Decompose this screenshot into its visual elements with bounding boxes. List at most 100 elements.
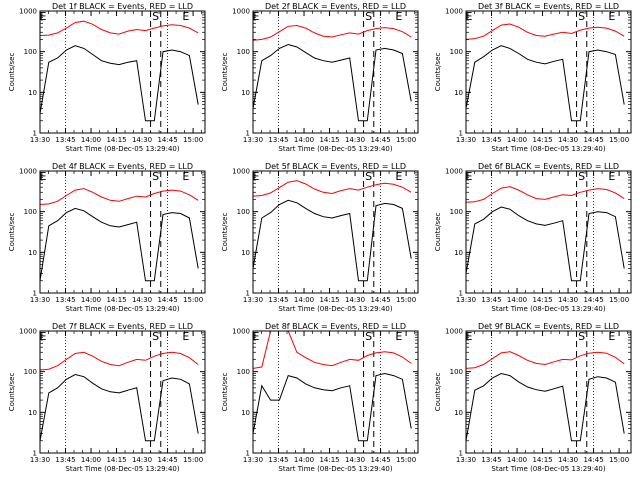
x-tick-label: 14:00: [294, 296, 314, 304]
eclipse-marker: E: [395, 170, 402, 183]
x-tick-label: 14:30: [345, 136, 365, 144]
plot-frame: [465, 330, 632, 454]
x-tick-label: 14:15: [532, 136, 552, 144]
y-tick-label: 10: [28, 89, 37, 97]
x-tick-label: 14:15: [532, 296, 552, 304]
x-tick-label: 14:00: [81, 136, 101, 144]
eclipse-marker: E: [40, 330, 47, 343]
x-axis-label: Start Time (08-Dec-05 13:29:40): [278, 465, 392, 473]
panel-title: Det 5f BLACK = Events, RED = LLD: [265, 162, 406, 171]
x-tick-label: 14:00: [81, 456, 101, 464]
x-tick-label: 13:45: [481, 456, 501, 464]
y-tick-label: 100: [450, 368, 463, 376]
y-tick-label: 1: [459, 290, 463, 298]
x-tick-label: 13:30: [456, 136, 476, 144]
panel-1: Det 1f BLACK = Events, RED = LLD 1 10 100 10…: [8, 2, 206, 153]
x-tick-label: 14:00: [81, 296, 101, 304]
saa-start-marker: S: [365, 170, 372, 183]
x-tick-label: 14:00: [507, 296, 527, 304]
panel-5: Det 5f BLACK = Events, RED = LLD 1 10 100 10…: [221, 162, 419, 313]
y-tick-label: 100: [450, 48, 463, 56]
x-tick-label: 14:15: [106, 456, 126, 464]
x-tick-label: 14:45: [583, 296, 603, 304]
plot-frame: [39, 330, 206, 454]
eclipse-marker: E: [253, 330, 260, 343]
events-series-line: [39, 373, 199, 442]
lld-series-line: [39, 351, 199, 371]
y-tick-label: 100: [450, 208, 463, 216]
plot-frame: [465, 170, 632, 294]
saa-start-marker: S: [152, 10, 159, 23]
lld-series-line: [465, 23, 625, 40]
panel-9: Det 9f BLACK = Events, RED = LLD 1 10 100 10…: [434, 322, 632, 473]
events-series-line: [252, 43, 412, 122]
eclipse-marker: E: [40, 10, 47, 23]
x-tick-label: 15:00: [609, 296, 629, 304]
panel-title: Det 6f BLACK = Events, RED = LLD: [478, 162, 619, 171]
x-axis-label: Start Time (08-Dec-05 13:29:40): [65, 145, 179, 153]
panel-title: Det 7f BLACK = Events, RED = LLD: [52, 322, 193, 331]
x-tick-label: 15:00: [183, 296, 203, 304]
saa-start-marker: S: [152, 330, 159, 343]
x-tick-label: 14:15: [319, 456, 339, 464]
x-tick-label: 14:45: [157, 136, 177, 144]
y-tick-label: 1000: [445, 168, 463, 176]
x-tick-label: 13:45: [268, 136, 288, 144]
x-tick-label: 14:45: [583, 456, 603, 464]
plot-frame: [252, 170, 419, 294]
x-tick-label: 13:30: [456, 456, 476, 464]
x-tick-label: 14:00: [507, 456, 527, 464]
y-tick-label: 10: [454, 89, 463, 97]
eclipse-marker: E: [182, 10, 189, 23]
events-series-line: [39, 207, 199, 282]
y-tick-label: 10: [454, 249, 463, 257]
x-tick-label: 14:30: [558, 136, 578, 144]
lld-series-line: [252, 330, 412, 369]
plot-frame: [252, 10, 419, 134]
x-tick-label: 14:30: [132, 296, 152, 304]
y-tick-label: 1000: [232, 328, 250, 336]
y-tick-label: 1000: [445, 8, 463, 16]
events-series-line: [252, 372, 412, 442]
lld-series-line: [39, 20, 199, 36]
events-series-line: [465, 45, 625, 122]
x-tick-label: 13:30: [30, 296, 50, 304]
x-tick-label: 15:00: [183, 456, 203, 464]
x-tick-label: 14:15: [532, 456, 552, 464]
y-tick-label: 1000: [232, 8, 250, 16]
x-tick-label: 14:30: [558, 456, 578, 464]
x-tick-label: 14:15: [106, 296, 126, 304]
eclipse-marker: E: [608, 170, 615, 183]
eclipse-marker: E: [466, 330, 473, 343]
x-tick-label: 14:00: [507, 136, 527, 144]
x-tick-label: 13:30: [243, 296, 263, 304]
y-tick-label: 100: [24, 48, 37, 56]
x-tick-label: 14:45: [157, 456, 177, 464]
x-tick-label: 13:45: [55, 296, 75, 304]
y-axis-label: Counts/sec: [8, 213, 16, 252]
eclipse-marker: E: [466, 10, 473, 23]
panel-title: Det 9f BLACK = Events, RED = LLD: [478, 322, 619, 331]
x-axis-label: Start Time (08-Dec-05 13:29:40): [491, 465, 605, 473]
y-tick-label: 1: [246, 290, 250, 298]
x-axis-label: Start Time (08-Dec-05 13:29:40): [491, 145, 605, 153]
plot-frame: [252, 330, 419, 454]
y-tick-label: 1: [246, 130, 250, 138]
x-tick-label: 14:15: [319, 136, 339, 144]
events-series-line: [252, 199, 412, 282]
y-axis-label: Counts/sec: [434, 53, 442, 92]
saa-start-marker: S: [578, 170, 585, 183]
x-tick-label: 13:45: [481, 296, 501, 304]
panel-2: Det 2f BLACK = Events, RED = LLD 1 10 100 10…: [221, 2, 419, 153]
y-tick-label: 100: [237, 368, 250, 376]
y-tick-label: 100: [237, 48, 250, 56]
panel-3: Det 3f BLACK = Events, RED = LLD 1 10 100 10…: [434, 2, 632, 153]
x-tick-label: 13:45: [55, 456, 75, 464]
x-tick-label: 13:45: [481, 136, 501, 144]
eclipse-marker: E: [182, 330, 189, 343]
x-tick-label: 14:00: [294, 136, 314, 144]
y-axis-label: Counts/sec: [434, 213, 442, 252]
x-tick-label: 13:30: [243, 456, 263, 464]
eclipse-marker: E: [608, 10, 615, 23]
plot-frame: [39, 10, 206, 134]
